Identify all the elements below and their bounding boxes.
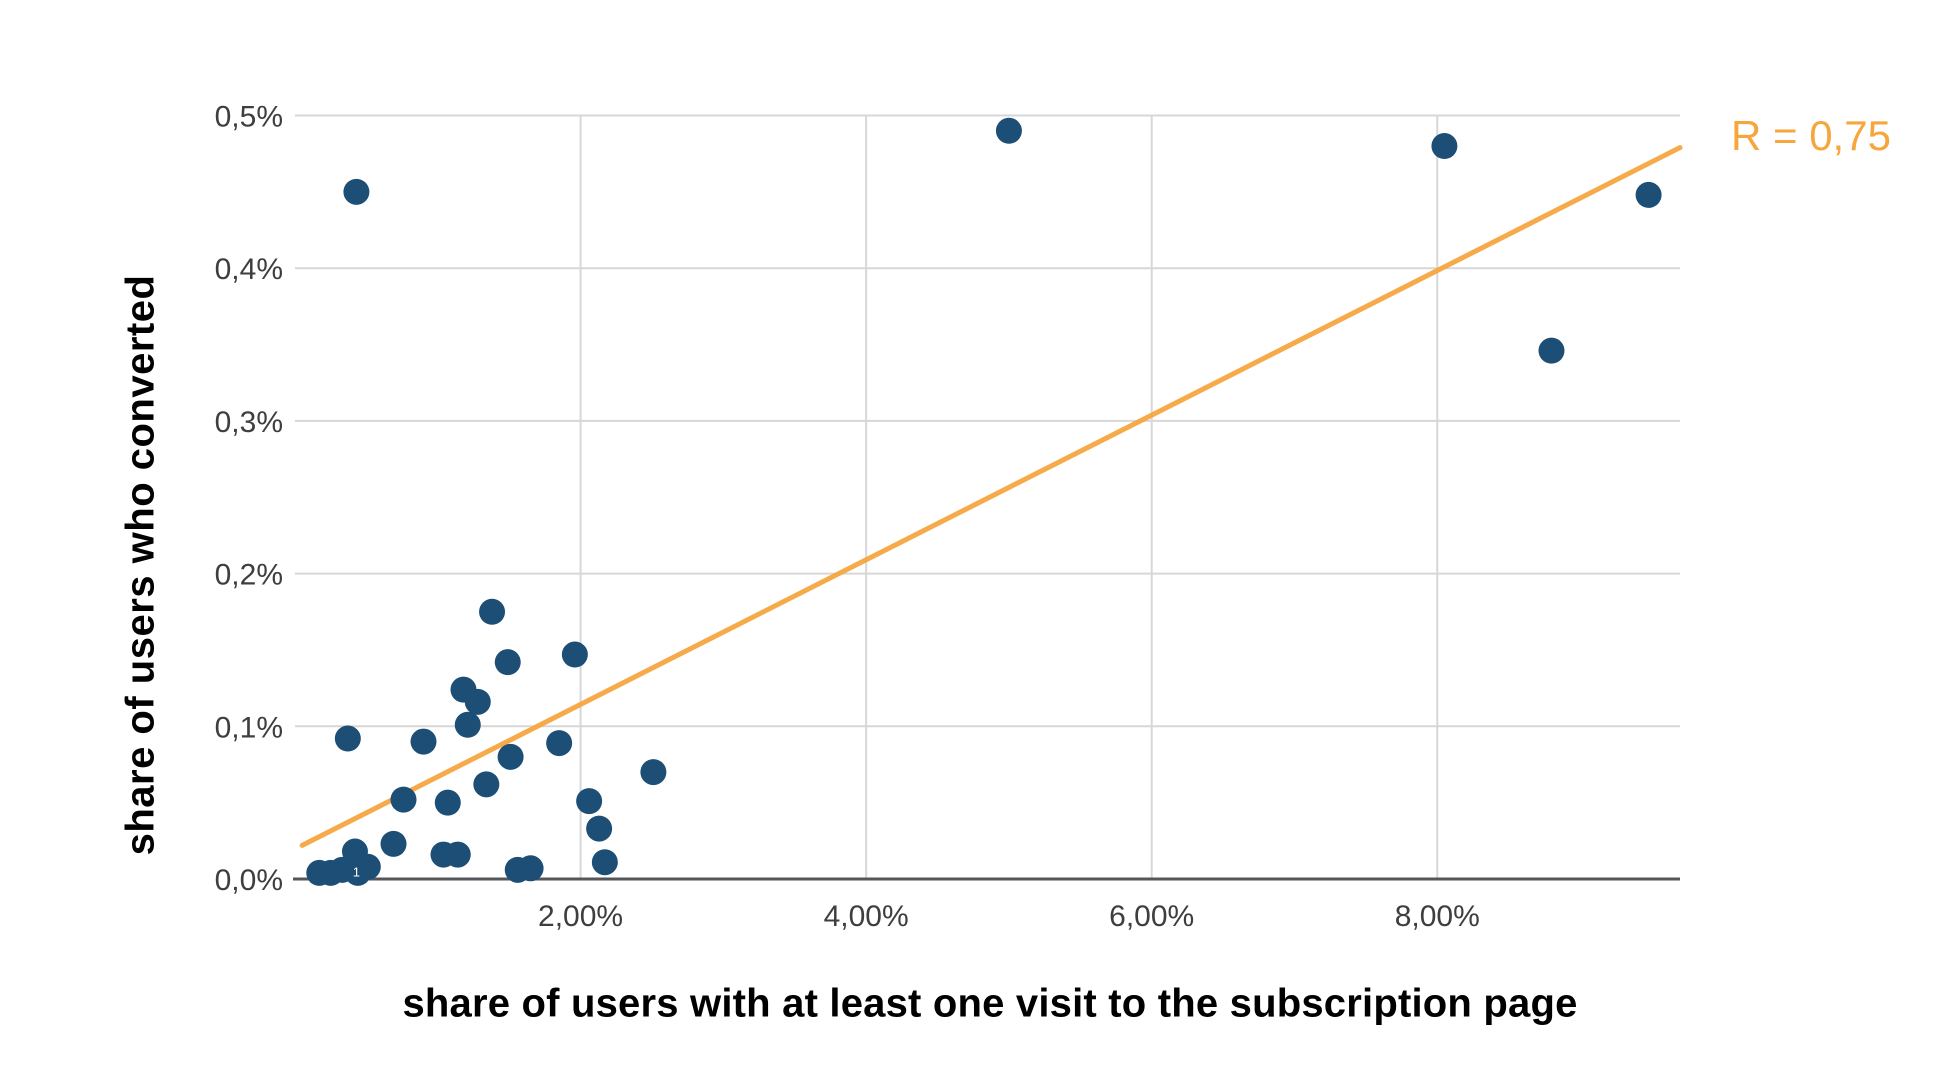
- data-point: [546, 730, 573, 757]
- x-axis-title: share of users with at least one visit t…: [402, 981, 1578, 1026]
- x-tick-label: 6,00%: [1109, 900, 1194, 933]
- data-point: [410, 728, 437, 755]
- data-point: [1431, 133, 1458, 160]
- y-tick-label: 0,1%: [215, 711, 283, 744]
- y-tick-label: 0,4%: [215, 253, 283, 286]
- y-tick-label: 0,3%: [215, 406, 283, 439]
- data-point: [1635, 181, 1662, 208]
- data-point: [576, 788, 603, 815]
- data-point: [354, 853, 381, 880]
- data-point: [464, 688, 491, 715]
- y-axis-title: share of users who converted: [118, 274, 163, 856]
- data-point: [494, 649, 521, 676]
- data-point: [561, 641, 588, 668]
- data-point: [1538, 337, 1565, 364]
- data-point: [586, 815, 613, 842]
- data-point: [591, 849, 618, 876]
- trendline: [299, 145, 1683, 848]
- data-point: [473, 771, 500, 798]
- y-tick-label: 0,5%: [215, 101, 283, 134]
- x-tick-label: 2,00%: [538, 900, 623, 933]
- data-point: [517, 855, 544, 882]
- point-annotation: 1: [353, 864, 360, 879]
- x-tick-label: 4,00%: [824, 900, 909, 933]
- data-point: [390, 786, 417, 813]
- data-point: [995, 117, 1022, 144]
- trendline-r-label: R = 0,75: [1731, 112, 1891, 159]
- data-point: [334, 725, 361, 752]
- x-tick-label: 8,00%: [1395, 900, 1480, 933]
- data-point: [343, 178, 370, 205]
- data-point: [454, 711, 481, 738]
- data-point: [444, 841, 471, 868]
- y-tick-label: 0,2%: [215, 559, 283, 592]
- data-point: [434, 789, 461, 816]
- data-point: [380, 830, 407, 857]
- data-point: [497, 743, 524, 770]
- data-point: [479, 598, 506, 625]
- data-point: [640, 759, 667, 786]
- y-tick-label: 0,0%: [215, 864, 283, 897]
